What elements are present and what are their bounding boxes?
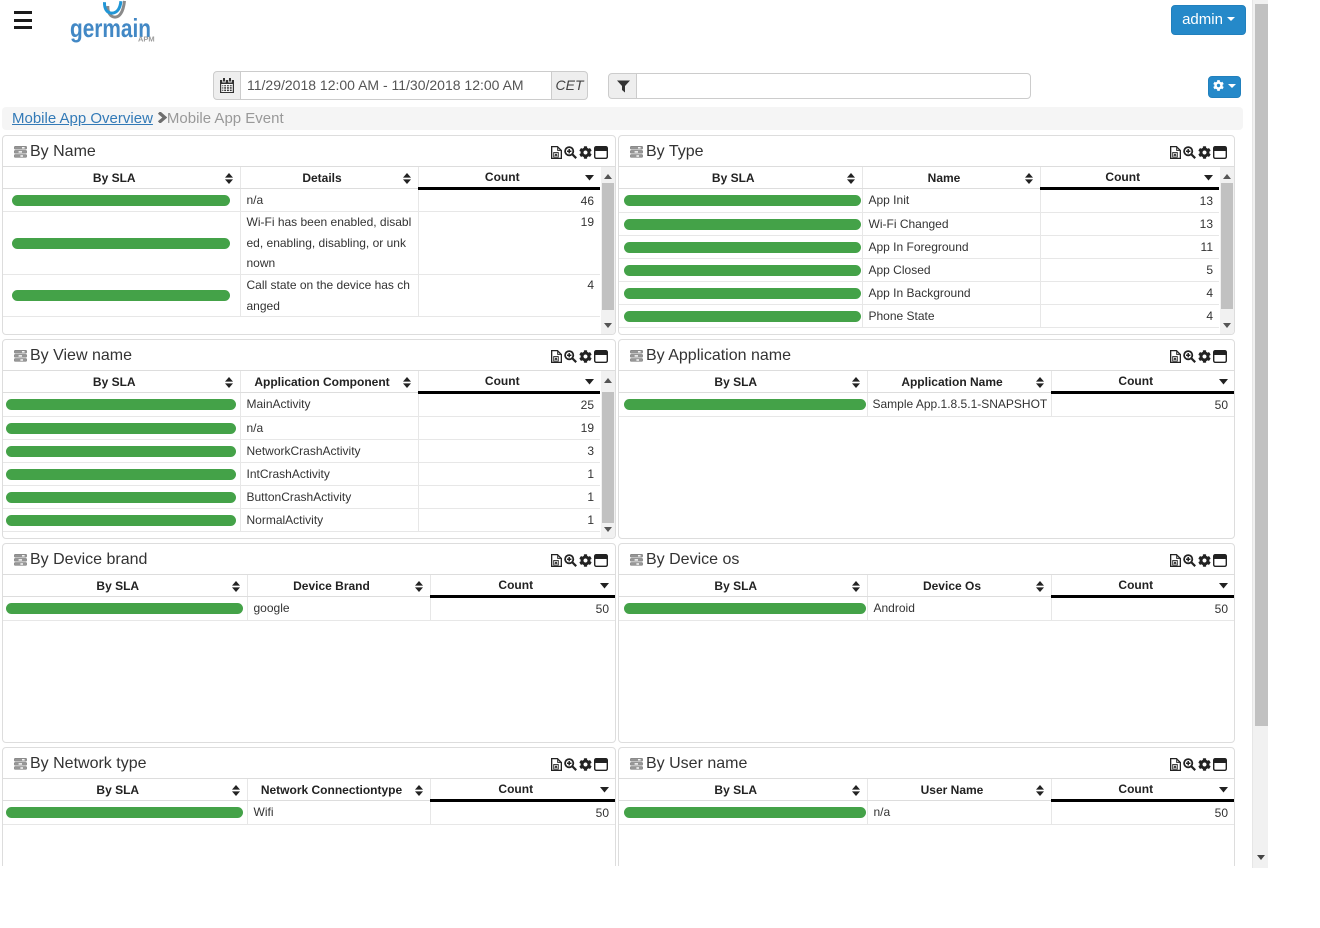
svg-text:germain: germain bbox=[70, 13, 151, 43]
svg-text:APM: APM bbox=[138, 35, 155, 44]
